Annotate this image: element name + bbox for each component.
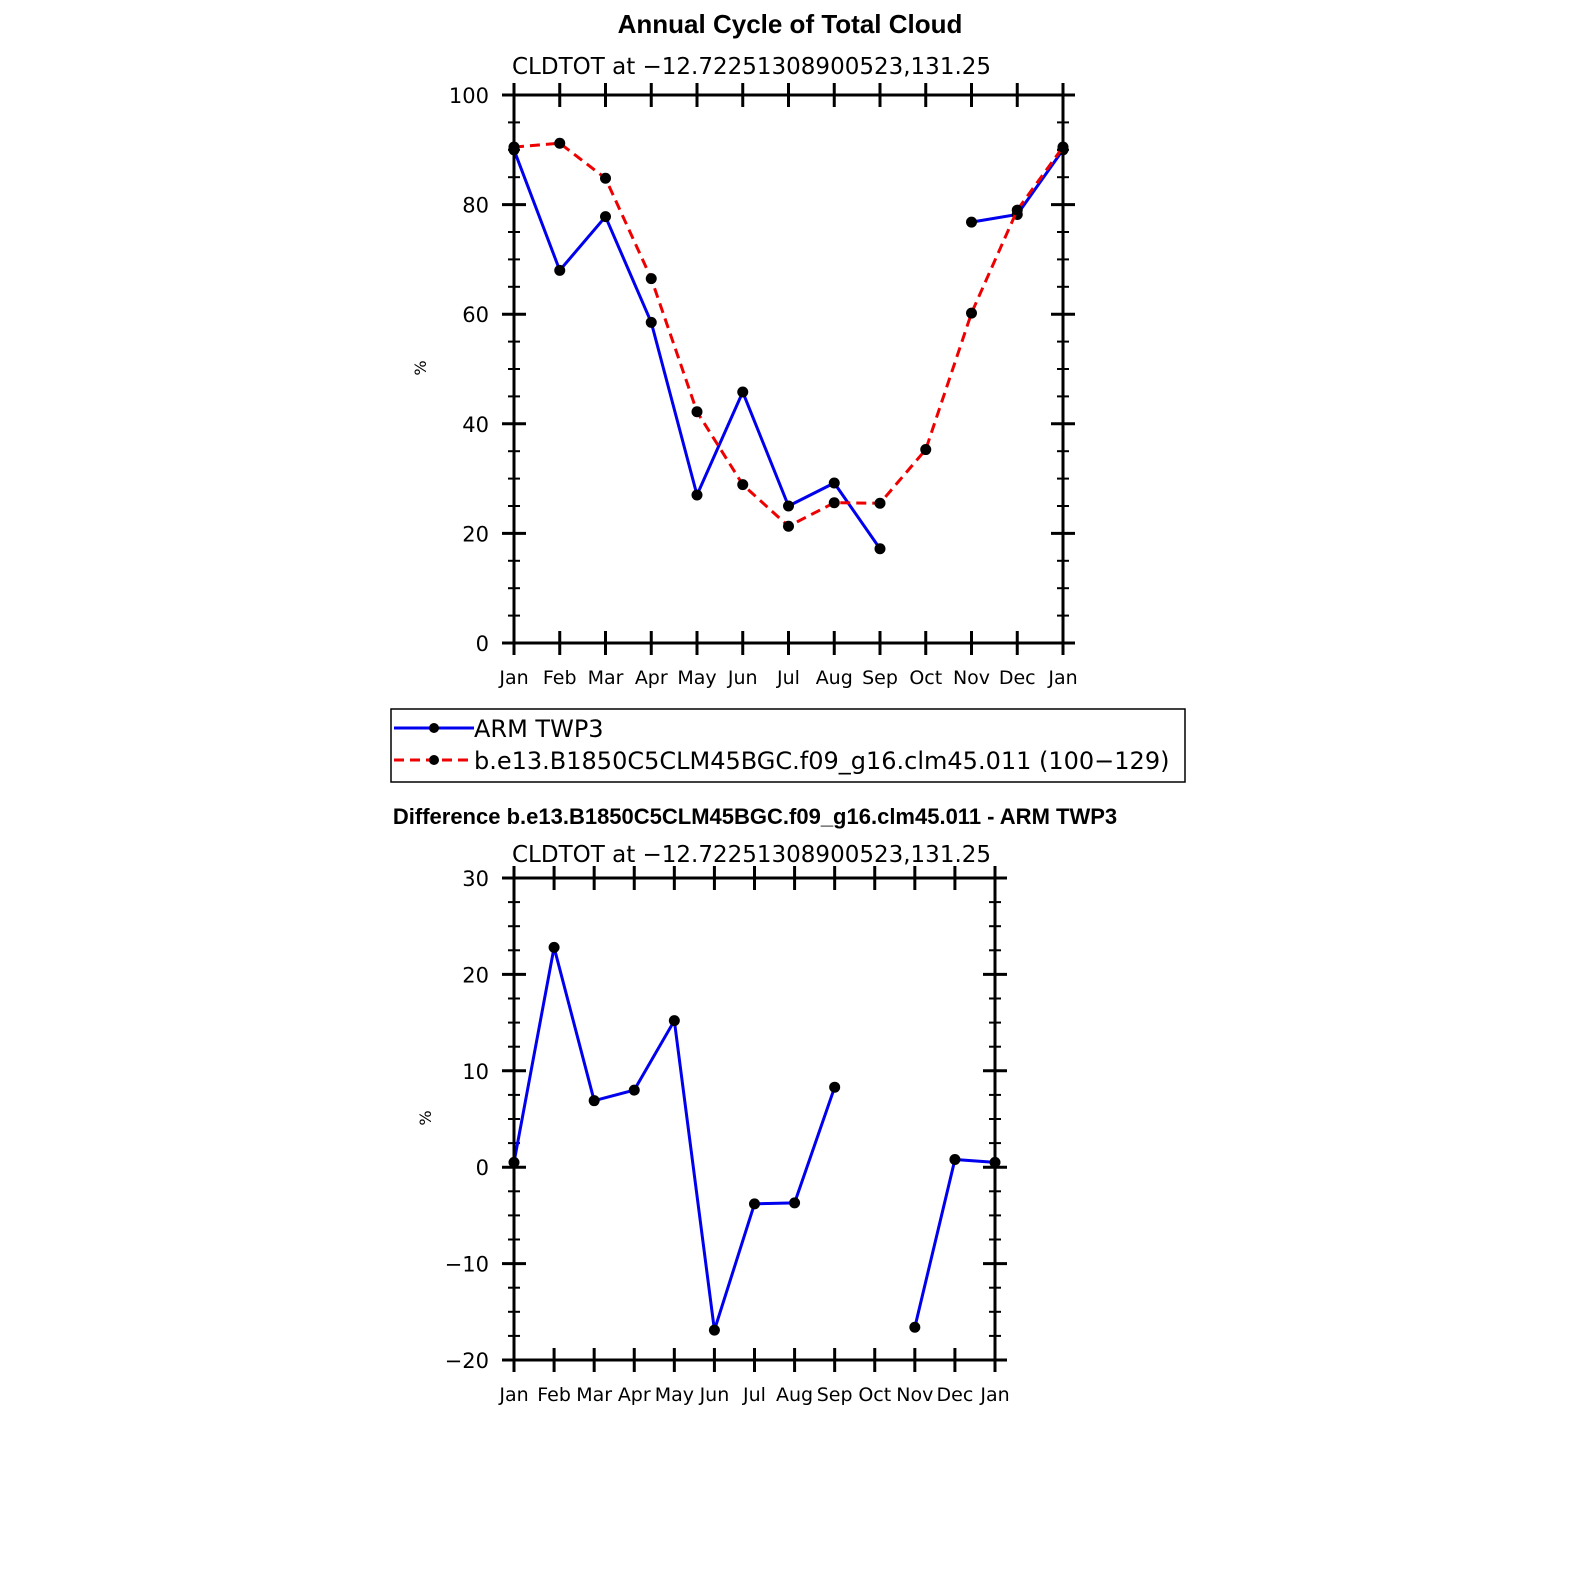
difference-subtitle: CLDTOT at −12.72251308900523,131.25	[512, 842, 991, 868]
annual-cycle-series-1-point	[783, 520, 794, 532]
annual-cycle-series-0-point	[874, 543, 886, 555]
annual-cycle-x-tick-label: Jun	[727, 667, 758, 689]
annual-cycle-x-tick-label: Feb	[543, 667, 577, 689]
annual-cycle-y-axis-label: %	[411, 360, 430, 375]
difference-series-0-point	[588, 1095, 600, 1107]
annual-cycle-x-tick-label: Jan	[1047, 667, 1077, 689]
annual-cycle-x-tick-label: Aug	[816, 667, 853, 689]
difference-y-tick-label: −20	[445, 1349, 489, 1373]
annual-cycle-series-1-point	[600, 172, 611, 184]
difference-plot-frame	[512, 876, 997, 1362]
annual-cycle-series-0-point	[691, 489, 703, 501]
legend-arm-marker	[429, 723, 439, 733]
difference-series-0-point	[829, 1081, 841, 1093]
annual-cycle-series-1-point	[966, 307, 977, 319]
difference-x-tick-label: Apr	[618, 1384, 651, 1406]
annual-cycle-series-0-point	[600, 211, 611, 223]
annual-cycle-series-1-point	[691, 406, 703, 418]
annual-cycle-panel: Annual Cycle of Total Cloud CLDTOT at −1…	[411, 9, 1078, 689]
difference-x-tick-label: May	[655, 1384, 694, 1406]
difference-y-axis-label: %	[416, 1110, 435, 1125]
difference-x-tick-label: Mar	[576, 1384, 612, 1406]
difference-x-tick-label: Feb	[537, 1384, 571, 1406]
annual-cycle-series-1-point	[828, 497, 840, 509]
difference-x-tick-label: Nov	[896, 1384, 933, 1406]
difference-x-tick-label: Jul	[742, 1384, 766, 1406]
difference-x-tick-label: Jun	[699, 1384, 730, 1406]
difference-series-0-line	[512, 947, 837, 1331]
annual-cycle-y-tick-label: 40	[462, 413, 489, 437]
difference-series-0-point	[789, 1197, 801, 1209]
difference-ticks: Jan Feb Mar Apr May Jun Jul Aug Sep Oct Nov Dec Jan−…	[445, 866, 1010, 1406]
annual-cycle-title: Annual Cycle of Total Cloud	[618, 9, 963, 39]
difference-panel: Difference b.e13.B1850C5CLM45BGC.f09_g16…	[393, 804, 1117, 1406]
annual-cycle-y-tick-label: 100	[449, 84, 489, 108]
difference-x-tick-label: Oct	[858, 1384, 891, 1406]
annual-cycle-y-tick-label: 80	[462, 194, 489, 218]
annual-cycle-ticks: Jan Feb Mar Apr May Jun Jul Aug Sep Oct Nov Dec Jan 0…	[449, 83, 1078, 689]
annual-cycle-x-tick-label: Mar	[588, 667, 624, 689]
difference-series-0-line	[913, 1157, 996, 1328]
legend: ARM TWP3 b.e13.B1850C5CLM45BGC.f09_g16.c…	[390, 708, 1186, 783]
annual-cycle-series-1-point	[737, 479, 749, 491]
annual-cycle-x-tick-label: Dec	[999, 667, 1036, 689]
difference-series-0-point	[949, 1153, 961, 1165]
annual-cycle-x-tick-label: Jan	[498, 667, 528, 689]
legend-box	[390, 708, 1186, 783]
annual-cycle-series-0-point	[737, 386, 749, 398]
difference-series-0-point	[749, 1198, 760, 1210]
difference-x-tick-label: Jan	[979, 1384, 1009, 1406]
annual-cycle-series-1-point	[1011, 204, 1023, 216]
annual-cycle-series-0-line	[512, 149, 882, 550]
difference-y-tick-label: 20	[462, 963, 489, 987]
difference-y-tick-label: 10	[462, 1060, 489, 1084]
difference-series-0-point	[548, 941, 560, 953]
difference-series-0-point	[668, 1015, 680, 1027]
annual-cycle-series-1-line	[513, 141, 1065, 529]
annual-cycle-x-tick-label: Oct	[909, 667, 942, 689]
annual-cycle-series-0-point	[783, 500, 794, 512]
difference-x-tick-label: Dec	[937, 1384, 974, 1406]
difference-x-tick-label: Jan	[498, 1384, 528, 1406]
difference-x-tick-label: Aug	[776, 1384, 813, 1406]
difference-series-0-point	[909, 1321, 921, 1333]
difference-series-0-point	[708, 1324, 720, 1336]
annual-cycle-plot-frame	[512, 93, 1065, 645]
difference-y-tick-label: 0	[476, 1156, 489, 1180]
annual-cycle-x-tick-label: Nov	[953, 667, 990, 689]
annual-cycle-series	[508, 137, 1069, 555]
difference-y-tick-label: 30	[462, 867, 489, 891]
legend-model-marker	[429, 755, 439, 765]
legend-model-label: b.e13.B1850C5CLM45BGC.f09_g16.clm45.011 …	[474, 747, 1169, 775]
annual-cycle-y-tick-label: 0	[476, 632, 489, 656]
difference-title: Difference b.e13.B1850C5CLM45BGC.f09_g16…	[393, 804, 1117, 829]
legend-arm-label: ARM TWP3	[474, 715, 604, 743]
difference-series	[508, 941, 1001, 1336]
difference-series-0-point	[628, 1084, 640, 1096]
annual-cycle-series-0-point	[828, 477, 840, 489]
annual-cycle-series-1-point	[874, 497, 886, 509]
annual-cycle-y-tick-label: 20	[462, 522, 489, 546]
annual-cycle-y-tick-label: 60	[462, 303, 489, 327]
annual-cycle-subtitle: CLDTOT at −12.72251308900523,131.25	[512, 54, 991, 80]
annual-cycle-series-1-point	[920, 444, 932, 456]
annual-cycle-x-tick-label: Jul	[776, 667, 800, 689]
annual-cycle-series-1-point	[554, 137, 566, 149]
annual-cycle-series-0-point	[645, 316, 657, 328]
difference-x-tick-label: Sep	[817, 1384, 853, 1406]
difference-y-tick-label: −10	[445, 1253, 489, 1277]
annual-cycle-x-tick-label: May	[677, 667, 716, 689]
annual-cycle-x-tick-label: Sep	[862, 667, 898, 689]
annual-cycle-series-1-point	[645, 273, 657, 285]
annual-cycle-x-tick-label: Apr	[635, 667, 668, 689]
annual-cycle-series-0-point	[966, 216, 977, 228]
annual-cycle-series-0-point	[554, 264, 566, 276]
